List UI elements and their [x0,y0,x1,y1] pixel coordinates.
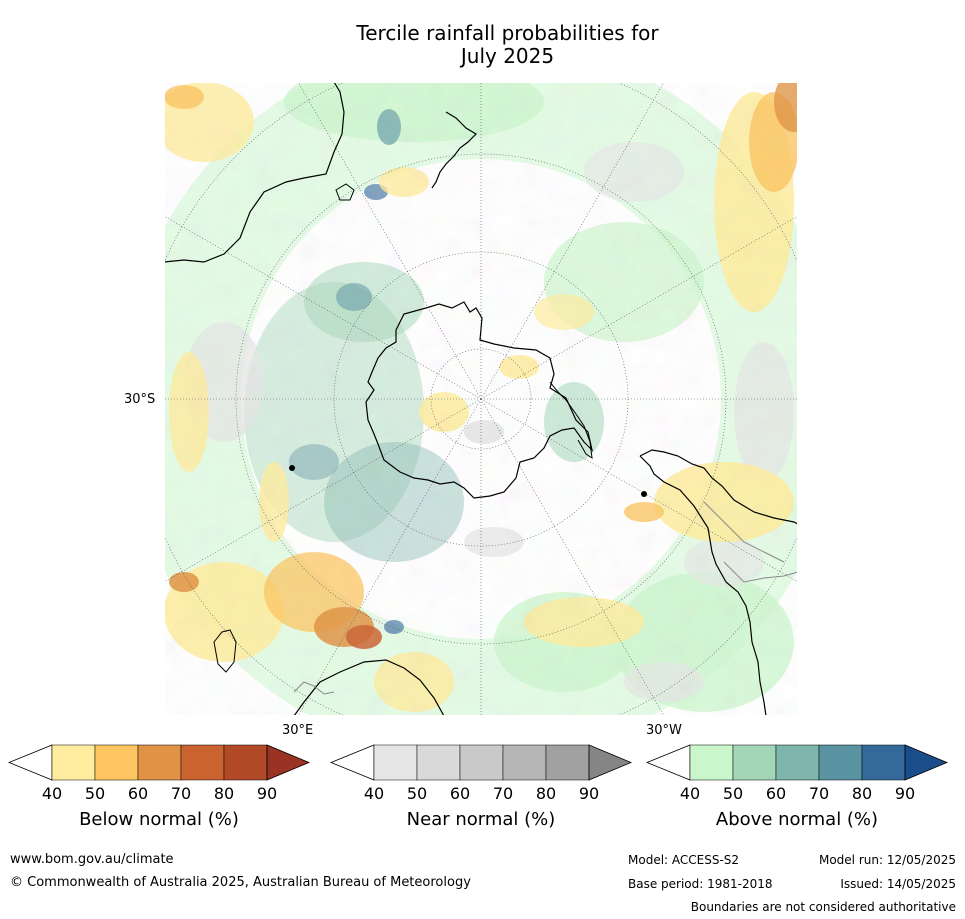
footer-disclaimer: Boundaries are not considered authoritat… [690,900,956,914]
legend-label-above: Above normal (%) [715,809,879,830]
title-line-1: Tercile rainfall probabilities for [356,21,659,45]
map-panel [164,82,798,716]
footer-copyright: © Commonwealth of Australia 2025, Austra… [10,875,471,890]
tick-label: 80 [213,784,235,803]
colorbar-segment [646,744,691,781]
footer-url: www.bom.gov.au/climate [10,852,174,867]
title-line-2: July 2025 [460,44,555,68]
footer-base-period: Base period: 1981-2018 [628,877,773,891]
colorbar-segment [861,744,906,781]
tick-label: 40 [41,784,63,803]
tick-label: 60 [765,784,787,803]
colorbar-near [330,744,632,781]
colorbar-above [646,744,948,781]
colorbar-segment [8,744,53,781]
tick-label: 70 [170,784,192,803]
legend-label-near: Near normal (%) [406,809,556,830]
map-title: Tercile rainfall probabilities for July … [0,22,965,68]
tick-label: 60 [449,784,471,803]
tick-label: 80 [535,784,557,803]
colorbar-segment [459,744,504,781]
colorbar-segment [775,744,820,781]
map-frame [164,82,798,716]
madagascar-coastline [213,629,237,673]
colorbar-segment [330,744,375,781]
antarctic-peninsula [549,381,593,460]
island-marker [289,465,295,471]
colorbar-segment [732,744,777,781]
africa-border [293,681,335,695]
colorbar-segment [94,744,139,781]
tick-label: 80 [851,784,873,803]
map-canvas [164,82,798,716]
tick-label: 90 [578,784,600,803]
antarctica-coastline [365,301,594,499]
lon-label-30w: 30°W [646,723,682,738]
footer-issued: Issued: 14/05/2025 [840,877,956,891]
lon-label-30e: 30°E [282,723,314,738]
colorbar-segment [373,744,418,781]
legend-below-normal [8,744,310,781]
colorbar-segment [818,744,863,781]
footer-model-run: Model run: 12/05/2025 [818,853,956,867]
colorbar-segment [180,744,225,781]
colorbar-segment [689,744,734,781]
tasmania-coastline [335,183,355,201]
colorbar-segment [51,744,96,781]
colorbar-segment [904,744,948,781]
graticule [164,82,798,716]
legend-above-normal [646,744,948,781]
colorbar-segment [223,744,268,781]
tick-label: 50 [722,784,744,803]
colorbar-segment [266,744,310,781]
south-america-border [703,501,798,583]
tick-label: 60 [127,784,149,803]
tick-label: 40 [679,784,701,803]
tick-label: 70 [808,784,830,803]
colorbar-segment [137,744,182,781]
footer-model: Model: ACCESS-S2 [628,853,740,867]
colorbar-segment [588,744,632,781]
tick-label: 50 [84,784,106,803]
south-america-coastline [639,449,798,716]
tick-label: 50 [406,784,428,803]
africa-coastline [293,659,445,716]
tick-label: 70 [492,784,514,803]
legend-label-below: Below normal (%) [79,809,239,830]
colorbar-below [8,744,310,781]
tick-label: 40 [363,784,385,803]
australia-coastline [164,82,345,263]
colorbar-segment [416,744,461,781]
new-zealand-coastline [431,111,477,189]
colorbar-segment [545,744,590,781]
legend-near-normal [330,744,632,781]
lat-label-30s: 30°S [124,392,156,407]
colorbar-segment [502,744,547,781]
island-marker [641,491,647,497]
tick-label: 90 [256,784,278,803]
tick-label: 90 [894,784,916,803]
